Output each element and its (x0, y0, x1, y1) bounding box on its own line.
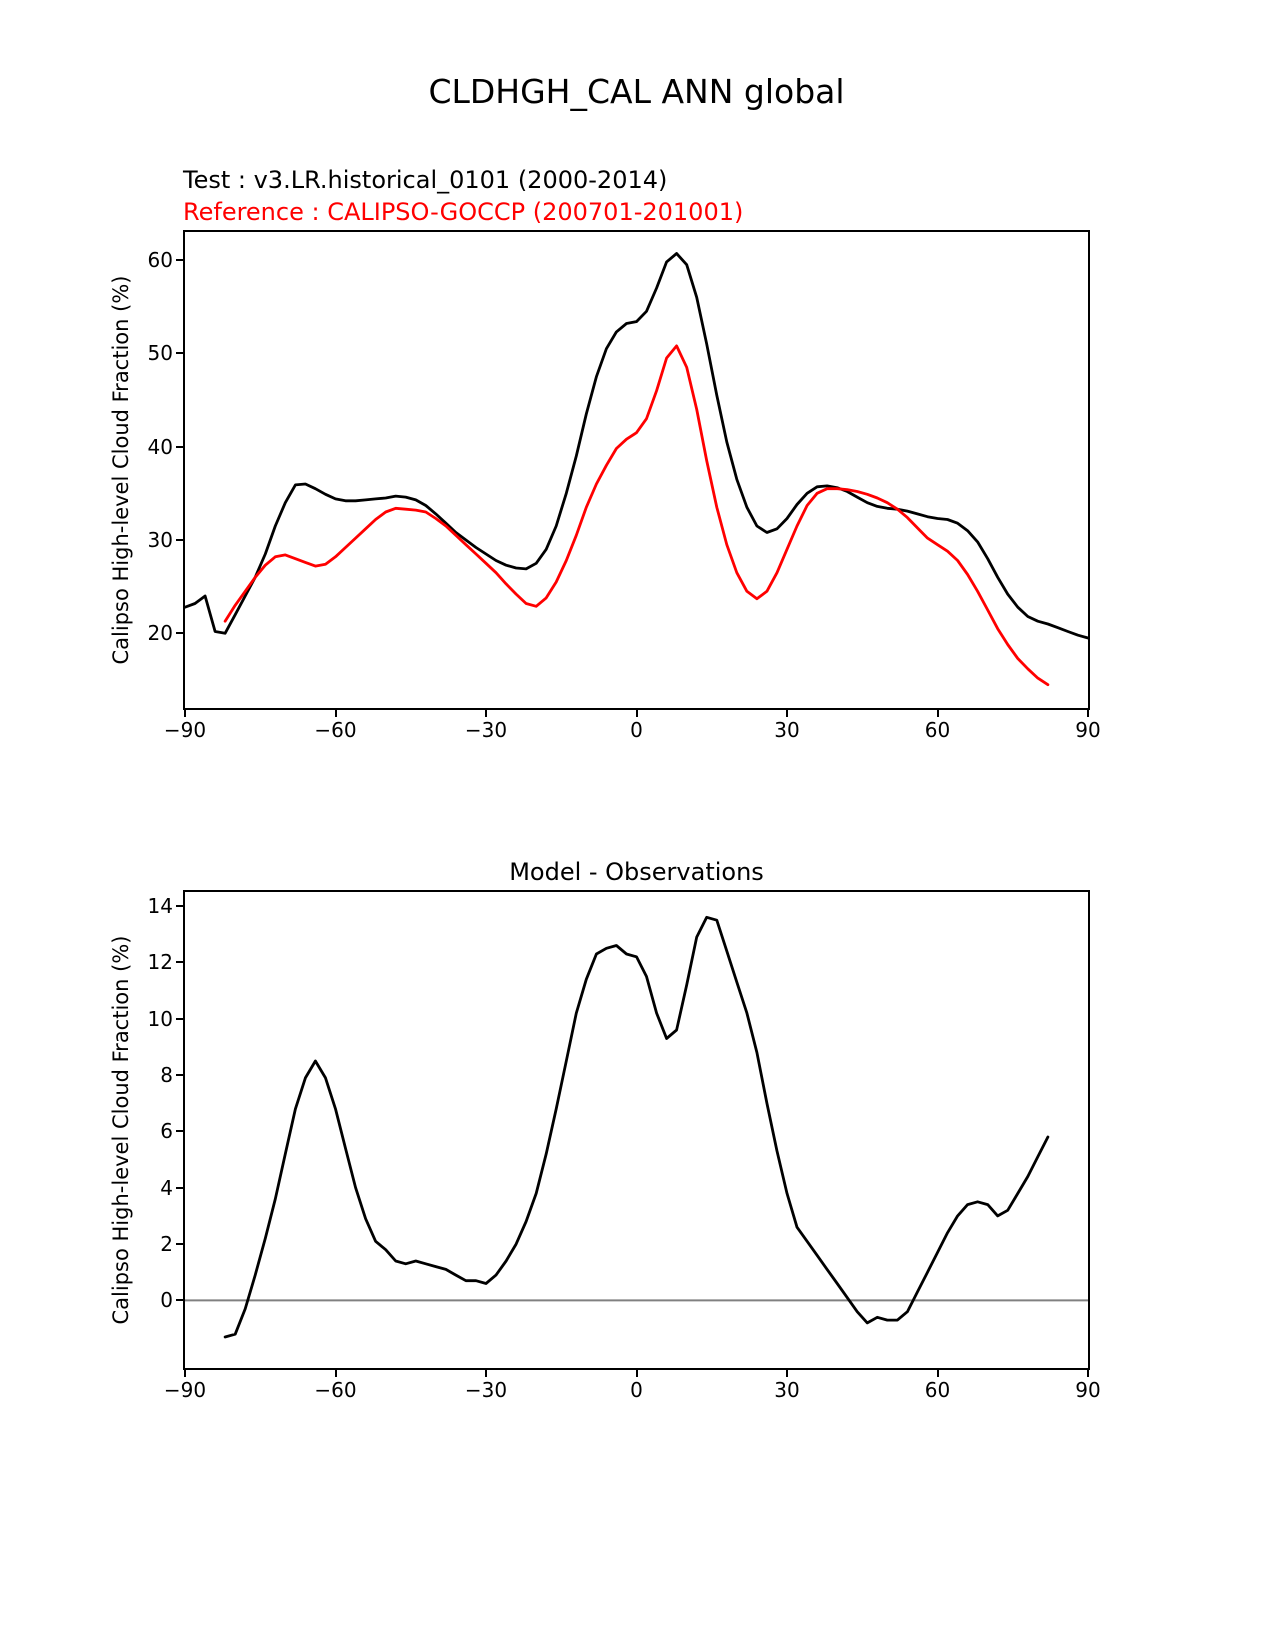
y-tick-label: 4 (160, 1175, 173, 1200)
y-tick-mark (176, 961, 183, 964)
x-tick-mark (485, 710, 487, 717)
x-tick-label: −90 (163, 718, 207, 742)
top-plot-canvas (185, 252, 1088, 687)
bottom-y-axis-label: Calipso High-level Cloud Fraction (%) (109, 935, 133, 1325)
x-tick-mark (184, 710, 186, 717)
x-tick-mark (786, 710, 788, 717)
x-tick-mark (1087, 1370, 1089, 1377)
test-model-line (185, 252, 1088, 640)
y-tick-mark (176, 1186, 183, 1189)
y-tick-label: 6 (160, 1119, 173, 1144)
y-tick-label: 10 (147, 1006, 173, 1031)
x-tick-label: 60 (924, 1378, 951, 1402)
bottom-plot-canvas (185, 915, 1088, 1339)
y-tick-label: 2 (160, 1232, 173, 1257)
y-tick-mark (176, 259, 183, 261)
x-tick-mark (1087, 710, 1089, 717)
x-tick-label: 90 (1075, 718, 1101, 742)
y-tick-mark (176, 905, 183, 908)
x-tick-label: −60 (314, 718, 357, 742)
y-tick-label: 30 (147, 528, 173, 552)
x-tick-mark (334, 1370, 337, 1377)
y-tick-label: 12 (147, 950, 173, 975)
x-tick-label: −90 (163, 1378, 207, 1402)
reference-label: Reference : CALIPSO-GOCCP (200701-201001… (183, 198, 744, 226)
x-tick-label: −30 (464, 1378, 508, 1402)
y-tick-mark (176, 1017, 183, 1020)
y-tick-mark (176, 632, 183, 635)
bottom-plot-title: Model - Observations (509, 858, 764, 886)
y-tick-label: 40 (147, 434, 173, 459)
reference-obs-line (223, 344, 1050, 687)
x-tick-label: 0 (630, 1378, 643, 1402)
x-tick-mark (786, 1370, 788, 1377)
x-tick-label: −30 (464, 718, 508, 742)
y-tick-mark (176, 1074, 183, 1077)
x-tick-label: 30 (774, 1378, 800, 1402)
difference-line (223, 915, 1050, 1339)
y-tick-label: 8 (160, 1063, 173, 1088)
x-tick-mark (184, 1370, 186, 1377)
top-plot-area: −90 −60 −30 0 30 60 90 20 30 40 50 60 (148, 230, 1101, 742)
x-tick-label: −60 (314, 1378, 357, 1402)
y-tick-mark (176, 352, 183, 355)
y-tick-mark (176, 445, 183, 448)
x-tick-mark (936, 710, 939, 717)
y-tick-label: 14 (147, 894, 173, 919)
x-tick-label: 90 (1075, 1378, 1101, 1402)
y-tick-label: 20 (147, 621, 173, 646)
x-tick-mark (936, 1370, 939, 1377)
x-tick-mark (334, 710, 337, 717)
x-tick-label: 60 (924, 718, 951, 742)
top-y-axis-label: Calipso High-level Cloud Fraction (%) (109, 275, 133, 665)
test-label: Test : v3.LR.historical_0101 (2000-2014) (183, 166, 668, 194)
y-tick-label: 0 (160, 1288, 173, 1313)
x-tick-mark (635, 710, 638, 717)
y-tick-label: 50 (147, 341, 173, 366)
y-tick-mark (176, 1243, 183, 1246)
y-tick-mark (176, 539, 183, 541)
y-tick-mark (176, 1299, 183, 1302)
y-tick-mark (176, 1130, 183, 1133)
figure-title: CLDHGH_CAL ANN global (428, 72, 845, 111)
x-tick-mark (635, 1370, 638, 1377)
bottom-plot-area: −90 −60 −30 0 30 60 90 0 2 4 6 8 10 12 14 (148, 890, 1101, 1402)
x-tick-mark (485, 1370, 487, 1377)
x-tick-label: 30 (774, 718, 800, 742)
x-tick-label: 0 (630, 718, 643, 742)
y-tick-label: 60 (147, 248, 173, 272)
